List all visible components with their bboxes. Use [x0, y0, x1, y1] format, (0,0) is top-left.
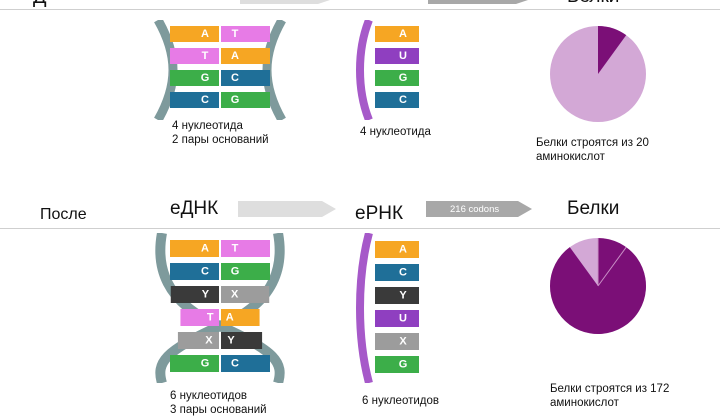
- rna-base: [375, 92, 419, 108]
- arrow-dna-to-rna: [238, 201, 336, 217]
- dna-base-letter-right: X: [231, 289, 239, 301]
- dna-base-left: [170, 286, 219, 303]
- dna-base-letter-left: C: [201, 94, 209, 106]
- dna-base-right: [221, 240, 270, 257]
- arrow-top-dna-rna: [240, 0, 330, 4]
- rna-base-letter: A: [399, 244, 407, 256]
- rna-base: [375, 264, 419, 281]
- dna-base-left: [170, 70, 219, 86]
- rna-base-letter: A: [399, 28, 407, 40]
- dna-base-letter-left: T: [207, 312, 214, 324]
- dna-base-left: [170, 355, 219, 372]
- dna-base-right: [221, 26, 270, 42]
- dna-bottom-caption-line1: 6 нуклеотидов: [170, 390, 248, 402]
- rna-base-letter: C: [399, 267, 407, 279]
- arrow-top-rna-protein: [428, 0, 528, 4]
- dna-base-right: [221, 92, 270, 108]
- dna-base-right: [221, 332, 263, 349]
- dna-base-left: [180, 309, 219, 326]
- dna-base-right: [221, 286, 270, 303]
- stage-label-rna: еРНК: [355, 203, 404, 224]
- pie-divider: [597, 246, 627, 287]
- dna-base-right: [221, 355, 270, 372]
- rna-base: [375, 70, 419, 86]
- dna-base-letter-left: X: [205, 335, 213, 347]
- rna-base: [375, 26, 419, 42]
- dna-base-right: [221, 263, 270, 280]
- dna-base-letter-left: T: [202, 50, 209, 62]
- rna-backbone: [356, 233, 373, 383]
- dna-helix-bottom: A TC GY XT AX YG C: [155, 233, 285, 383]
- protein-pie-bottom: [550, 238, 646, 334]
- bottom-divider: [0, 228, 720, 229]
- top-divider: [0, 9, 720, 10]
- dna-base-right: [221, 48, 270, 64]
- rna-base-letter: U: [399, 50, 407, 62]
- dna-base-letter-right: C: [231, 358, 239, 370]
- rna-top-caption: 4 нуклеотида: [360, 126, 431, 138]
- protein-pie-top: [550, 26, 646, 122]
- dna-base-left: [177, 332, 219, 349]
- protein-bottom-caption-line1: Белки строятся из 172: [550, 383, 670, 395]
- dna-base-letter-left: A: [201, 28, 209, 40]
- rna-base: [375, 241, 419, 258]
- dna-base-letter-right: T: [232, 243, 239, 255]
- dna-base-letter-right: G: [231, 266, 240, 278]
- rna-base-letter: X: [399, 336, 407, 348]
- dna-backbone-right: [155, 233, 285, 383]
- dna-base-right: [221, 309, 260, 326]
- stage-label-protein: Белки: [567, 198, 620, 219]
- dna-helix-top: A TT AG CC G: [154, 20, 286, 120]
- rna-base-letter: G: [399, 72, 408, 84]
- dna-base-letter-right: T: [232, 28, 239, 40]
- codons-label: 216 codons: [450, 204, 500, 215]
- rna-base: [375, 310, 419, 327]
- protein-top-caption-line2: аминокислот: [536, 151, 605, 163]
- row-label-top-clipped: Д: [33, 0, 47, 9]
- dna-base-left: [170, 48, 219, 64]
- dna-base-letter-right: C: [231, 72, 239, 84]
- dna-base-left: [170, 263, 219, 280]
- rna-base-letter: Y: [399, 290, 407, 302]
- rna-base-letter: U: [399, 313, 407, 325]
- dna-base-letter-left: G: [201, 72, 210, 84]
- rna-backbone: [356, 20, 373, 120]
- rna-base: [375, 48, 419, 64]
- dna-base-letter-right: A: [226, 312, 234, 324]
- protein-header-top-clipped: Белки: [567, 0, 619, 8]
- dna-base-letter-left: Y: [202, 289, 210, 301]
- rna-base: [375, 287, 419, 304]
- dna-top-caption-line1: 4 нуклеотида: [172, 120, 243, 132]
- dna-base-letter-right: G: [231, 94, 240, 106]
- rna-base-letter: C: [399, 94, 407, 106]
- stage-label-dna: еДНК: [170, 198, 219, 219]
- pie-slice-dark: [598, 26, 627, 74]
- dna-base-left: [170, 240, 219, 257]
- dna-base-left: [170, 26, 219, 42]
- protein-top-caption-line1: Белки строятся из 20: [536, 137, 649, 149]
- dna-base-letter-left: A: [201, 243, 209, 255]
- rna-base-letter: G: [399, 359, 408, 371]
- dna-base-letter-right: A: [231, 50, 239, 62]
- dna-base-left: [170, 92, 219, 108]
- dna-bottom-caption-line2: 3 пары оснований: [170, 404, 267, 416]
- dna-base-letter-right: Y: [227, 335, 235, 347]
- row-label-after: После: [40, 206, 87, 223]
- dna-top-caption-line2: 2 пары оснований: [172, 134, 269, 146]
- rna-bottom-caption: 6 нуклеотидов: [362, 395, 440, 407]
- arrow-rna-to-protein: [426, 201, 532, 217]
- dna-base-right: [221, 70, 270, 86]
- dna-base-letter-left: C: [201, 266, 209, 278]
- rna-base: [375, 333, 419, 350]
- dna-base-letter-left: G: [201, 358, 210, 370]
- rna-base: [375, 356, 419, 373]
- protein-bottom-caption-line2: аминокислот: [550, 397, 619, 409]
